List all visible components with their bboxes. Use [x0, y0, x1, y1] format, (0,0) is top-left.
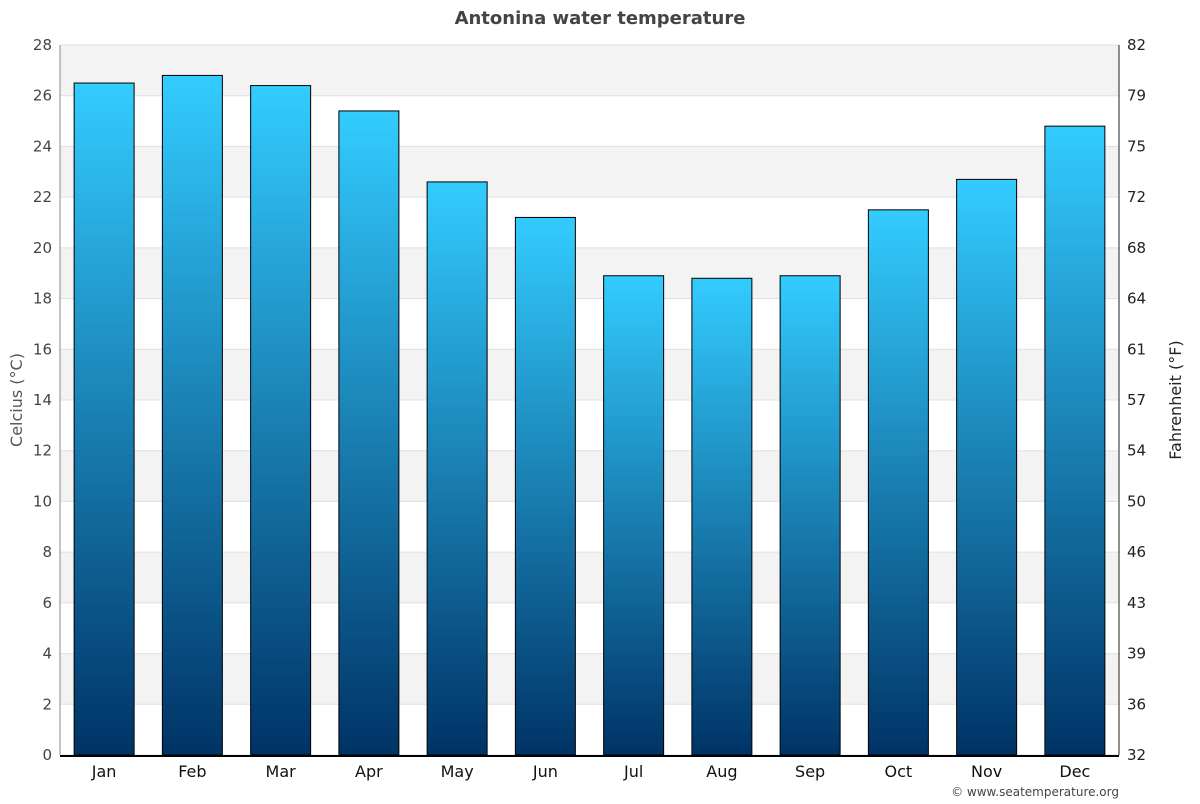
grid-band: [60, 450, 1119, 502]
y-tick-label: 2: [42, 695, 52, 713]
bar-may: [426, 181, 488, 756]
chart-title: Antonina water temperature: [455, 8, 746, 29]
credit[interactable]: © www.seatemperature.org: [951, 785, 1119, 799]
y-tick-label: 4: [42, 645, 52, 663]
y-tick-label-right: 75: [1127, 137, 1146, 155]
y-tick-label-right: 36: [1127, 695, 1146, 713]
bar-apr: [338, 110, 400, 756]
y-axis-label-right: Fahrenheit (°F): [1166, 340, 1185, 459]
grid-band: [60, 247, 1119, 299]
y-tick-label-right: 32: [1127, 746, 1146, 764]
y-tick-label: 8: [42, 543, 52, 561]
y-tick-label: 28: [33, 36, 52, 54]
bar-jun: [514, 216, 576, 756]
x-tick-label: Nov: [971, 762, 1002, 781]
y-tick-label-right: 43: [1127, 594, 1146, 612]
grid-band: [60, 45, 1119, 96]
bar-feb: [161, 74, 223, 756]
y-tick-label-right: 64: [1127, 290, 1146, 308]
x-tick-label: Oct: [885, 762, 913, 781]
grid-band: [60, 653, 1119, 705]
y-tick-label: 0: [42, 746, 52, 764]
x-tick-label: Feb: [178, 762, 206, 781]
y-tick-label: 20: [33, 239, 52, 257]
x-tick-label: May: [441, 762, 474, 781]
bar-jan: [73, 82, 135, 756]
y-tick-label-right: 50: [1127, 492, 1146, 510]
y-tick-label-right: 68: [1127, 239, 1146, 257]
y-tick-label: 18: [33, 290, 52, 308]
bar-mar: [250, 85, 312, 756]
bar-oct: [867, 209, 929, 756]
y-tick-label: 16: [33, 340, 52, 358]
x-tick-label: Jun: [532, 762, 558, 781]
y-tick-label: 24: [33, 137, 52, 155]
y-tick-label: 10: [33, 492, 52, 510]
x-tick-label: Sep: [795, 762, 825, 781]
y-tick-label: 12: [33, 442, 52, 460]
y-tick-label: 6: [42, 594, 52, 612]
y-tick-label-right: 46: [1127, 543, 1146, 561]
bar-nov: [956, 178, 1018, 756]
y-tick-label: 22: [33, 188, 52, 206]
grid-band: [60, 552, 1119, 603]
y-tick-label-right: 82: [1127, 36, 1146, 54]
bar-dec: [1044, 125, 1106, 756]
y-tick-label-right: 57: [1127, 391, 1146, 409]
x-tick-label: Aug: [706, 762, 737, 781]
bar-aug: [691, 277, 753, 756]
x-tick-label: Jul: [623, 762, 643, 781]
y-tick-label: 14: [33, 391, 52, 409]
y-tick-label-right: 79: [1127, 87, 1146, 105]
grid-band: [60, 349, 1119, 400]
y-tick-label-right: 61: [1127, 340, 1146, 358]
x-tick-label: Apr: [355, 762, 383, 781]
x-tick-label: Dec: [1059, 762, 1090, 781]
bar-sep: [779, 275, 841, 756]
x-tick-label: Mar: [266, 762, 297, 781]
x-tick-label: Jan: [91, 762, 117, 781]
y-tick-label: 26: [33, 87, 52, 105]
y-tick-label-right: 39: [1127, 645, 1146, 663]
y-tick-label-right: 72: [1127, 188, 1146, 206]
y-tick-label-right: 54: [1127, 442, 1146, 460]
bar-jul: [603, 275, 665, 756]
y-axis-label-left: Celcius (°C): [7, 353, 26, 447]
grid-band: [60, 146, 1119, 198]
